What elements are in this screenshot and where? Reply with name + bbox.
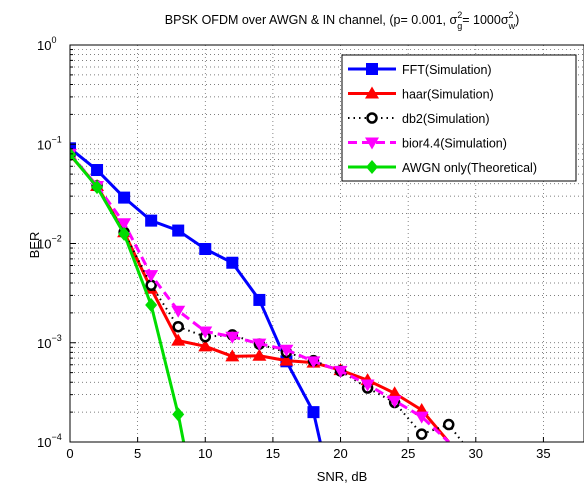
data-point: [172, 320, 184, 333]
x-axis-label: SNR, dB: [317, 469, 368, 484]
legend-entry: haar(Simulation): [348, 86, 494, 102]
data-point: [198, 339, 213, 352]
x-tick-label: 5: [134, 446, 141, 461]
data-point: [225, 349, 240, 362]
data-point: [145, 214, 158, 227]
y-tick-label: 10−3: [37, 333, 62, 351]
data-point: [279, 344, 294, 357]
legend-marker: [366, 63, 378, 75]
legend-label: haar(Simulation): [402, 88, 494, 102]
data-point: [414, 411, 429, 424]
y-axis-label: BER: [27, 232, 42, 259]
data-point: [144, 270, 159, 283]
legend-entry: db2(Simulation): [348, 112, 490, 126]
chart-title: BPSK OFDM over AWGN & IN channel, (p= 0.…: [165, 10, 519, 31]
y-tick-label: 10−4: [37, 432, 62, 450]
x-tick-label: 15: [266, 446, 280, 461]
x-tick-label: 25: [401, 446, 415, 461]
series-bior4-4-simulation: [70, 148, 450, 442]
x-tick-label: 0: [66, 446, 73, 461]
data-point: [225, 331, 240, 344]
data-point: [145, 298, 158, 313]
data-point: [279, 353, 294, 366]
data-point: [415, 428, 428, 440]
data-point: [172, 407, 185, 422]
legend-label: AWGN only(Theoretical): [402, 161, 537, 175]
axes: [69, 44, 584, 443]
data-point: [172, 224, 185, 237]
legend: FFT(Simulation) haar(Simulation) db2(Simul…: [341, 54, 577, 182]
data-point: [360, 379, 375, 392]
legend-label: FFT(Simulation): [402, 63, 492, 77]
data-point: [118, 226, 131, 241]
legend-marker: [365, 86, 379, 99]
y-tick-label: 100: [37, 35, 56, 53]
data-point: [171, 305, 186, 318]
y-tick-label: 10−2: [37, 234, 62, 252]
data-point: [198, 326, 213, 339]
data-point: [226, 256, 239, 269]
data-point: [91, 164, 104, 177]
legend-label: bior4.4(Simulation): [402, 137, 507, 151]
legend-marker: [365, 137, 379, 150]
x-tick-label: 10: [198, 446, 212, 461]
x-tick-label: 20: [333, 446, 347, 461]
data-point: [442, 418, 455, 431]
legend-entry: bior4.4(Simulation): [348, 137, 507, 151]
data-point: [387, 395, 402, 408]
data-point: [307, 406, 320, 419]
x-tick-label: 35: [536, 446, 550, 461]
data-point: [171, 333, 186, 346]
legend-marker: [366, 112, 378, 124]
plot-area: [70, 142, 464, 442]
data-point: [253, 293, 266, 306]
data-point: [252, 348, 267, 361]
legend-marker: [366, 160, 378, 174]
series-awgn-only-theoretical: [70, 147, 186, 442]
data-point: [199, 243, 212, 256]
legend-entry: AWGN only(Theoretical): [348, 160, 537, 175]
series-line: [70, 154, 464, 442]
data-point: [306, 356, 321, 369]
data-point: [117, 218, 132, 231]
data-point: [118, 191, 131, 204]
data-point: [70, 147, 76, 162]
x-tick-label: 30: [469, 446, 483, 461]
legend-entry: FFT(Simulation): [348, 63, 492, 77]
y-tick-label: 10−1: [37, 134, 62, 152]
data-point: [333, 365, 348, 378]
data-point: [91, 180, 104, 195]
data-point: [252, 338, 267, 351]
series-fft-simulation: [70, 142, 322, 442]
tick-labels: 0 5 10 15 20 25 30 35 100 10−1 10−2 10−3 10−4: [37, 35, 551, 461]
data-point: [387, 386, 402, 399]
legend-label: db2(Simulation): [402, 112, 490, 126]
